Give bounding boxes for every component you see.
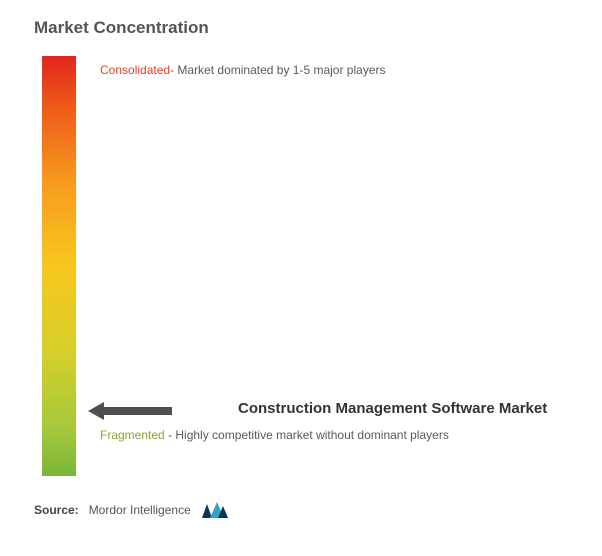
mordor-logo-icon — [201, 500, 229, 520]
page-title: Market Concentration — [34, 18, 209, 38]
arrow-shaft — [102, 407, 172, 415]
arrow-left-icon — [88, 404, 172, 418]
source-label: Source: — [34, 503, 79, 517]
logo-shape-1 — [202, 504, 212, 518]
consolidated-desc: - Market dominated by 1-5 major players — [170, 63, 385, 77]
fragmented-desc: - Highly competitive market without domi… — [165, 428, 449, 442]
market-name: Construction Management Software Market — [238, 400, 547, 417]
fragmented-keyword: Fragmented — [100, 428, 165, 442]
concentration-gradient-bar — [42, 56, 76, 476]
consolidated-label: Consolidated- Market dominated by 1-5 ma… — [100, 62, 385, 79]
source-name: Mordor Intelligence — [89, 503, 191, 517]
consolidated-keyword: Consolidated — [100, 63, 170, 77]
fragmented-label: Fragmented - Highly competitive market w… — [100, 426, 449, 444]
source-row: Source: Mordor Intelligence — [34, 500, 229, 520]
